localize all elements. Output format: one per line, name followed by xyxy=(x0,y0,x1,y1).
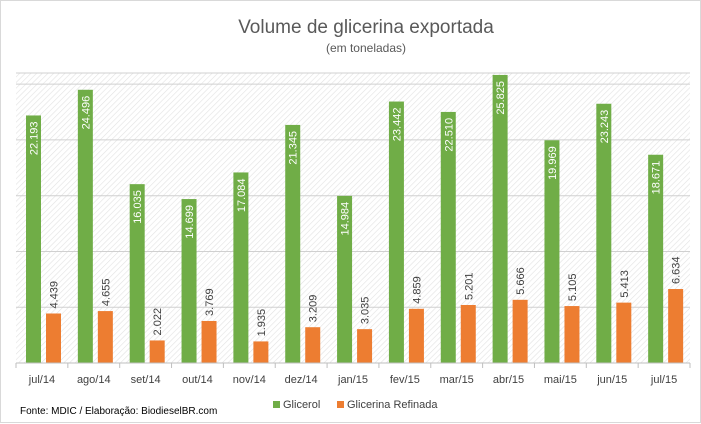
data-label: 25.825 xyxy=(495,81,507,115)
bar-glicerina-refinada xyxy=(149,340,165,363)
bar-glicerol xyxy=(440,111,456,363)
plot-area: 22.193 4.439 jul/14 24.496 4.655 ago/14 16.035… xyxy=(15,72,691,386)
bar-glicerol xyxy=(181,199,197,363)
legend-label: Glicerol xyxy=(283,399,320,411)
data-label: 18.671 xyxy=(651,161,663,195)
legend-label: Glicerina Refinada xyxy=(347,399,438,411)
bar-glicerina-refinada xyxy=(357,329,373,363)
data-label: 1.935 xyxy=(256,309,268,337)
x-tick-label: abr/15 xyxy=(493,374,524,386)
source-note: Fonte: MDIC / Elaboração: BiodieselBR.co… xyxy=(20,406,217,417)
data-label: 21.345 xyxy=(288,131,300,165)
legend: Glicerol Glicerina Refinada xyxy=(273,399,438,411)
data-label: 23.243 xyxy=(599,110,611,144)
x-tick-label: mai/15 xyxy=(544,374,577,386)
chart-title: Volume de glicerina exportada xyxy=(238,17,494,38)
legend-swatch xyxy=(273,401,280,408)
x-tick-label: fev/15 xyxy=(390,374,420,386)
data-label: 3.035 xyxy=(360,297,372,325)
bar-glicerina-refinada xyxy=(97,311,113,363)
bar-glicerina-refinada xyxy=(408,308,424,363)
x-tick-label: ago/14 xyxy=(77,374,111,386)
data-label: 6.634 xyxy=(671,256,683,284)
bar-glicerol xyxy=(337,195,353,363)
bar-glicerol xyxy=(77,89,93,363)
data-label: 4.439 xyxy=(49,281,61,309)
data-label: 22.510 xyxy=(443,118,455,152)
bar-glicerol xyxy=(648,154,664,363)
bar-glicerina-refinada xyxy=(460,304,476,363)
data-label: 4.859 xyxy=(411,276,423,304)
bar-glicerol xyxy=(129,184,145,363)
legend-swatch xyxy=(337,401,344,408)
data-label: 14.699 xyxy=(184,205,196,239)
bar-glicerol xyxy=(492,74,508,364)
bar-glicerina-refinada xyxy=(201,320,217,363)
bar-glicerol xyxy=(596,103,612,363)
x-tick-label: jan/15 xyxy=(337,374,368,386)
legend-item: Glicerol xyxy=(273,399,320,411)
data-label: 17.084 xyxy=(236,178,248,212)
data-label: 22.193 xyxy=(29,121,41,155)
x-tick-label: nov/14 xyxy=(233,374,266,386)
bar-glicerina-refinada xyxy=(305,327,321,363)
data-label: 19.969 xyxy=(547,146,559,180)
bar-glicerol xyxy=(233,172,249,363)
data-label: 14.984 xyxy=(340,202,352,236)
bar-glicerol xyxy=(544,140,560,363)
plot-background xyxy=(16,73,690,363)
data-label: 3.769 xyxy=(204,288,216,316)
x-tick-label: jun/15 xyxy=(596,374,627,386)
x-tick-label: jul/15 xyxy=(650,374,677,386)
bar-glicerina-refinada xyxy=(616,302,632,363)
data-label: 5.666 xyxy=(515,267,527,295)
x-tick-label: jul/14 xyxy=(28,374,55,386)
data-label: 2.022 xyxy=(152,308,164,336)
data-label: 5.201 xyxy=(463,272,475,300)
data-label: 5.413 xyxy=(619,270,631,298)
bar-glicerina-refinada xyxy=(46,313,61,363)
x-tick-label: set/14 xyxy=(131,374,161,386)
data-label: 3.209 xyxy=(308,295,320,323)
x-tick-label: dez/14 xyxy=(285,374,318,386)
data-label: 23.442 xyxy=(391,108,403,142)
bar-glicerol xyxy=(388,101,404,363)
x-tick-label: out/14 xyxy=(182,374,213,386)
legend-item: Glicerina Refinada xyxy=(337,399,438,411)
data-label: 5.105 xyxy=(567,274,579,302)
bar-glicerol xyxy=(26,115,41,363)
bar-glicerina-refinada xyxy=(512,299,528,363)
data-label: 4.655 xyxy=(100,279,112,307)
bar-glicerina-refinada xyxy=(253,341,269,363)
bar-glicerol xyxy=(285,124,301,364)
data-label: 16.035 xyxy=(132,190,144,224)
x-tick-label: mar/15 xyxy=(440,374,474,386)
bar-glicerina-refinada xyxy=(668,289,684,363)
data-label: 24.496 xyxy=(80,96,92,130)
chart-subtitle: (em toneladas) xyxy=(326,41,406,55)
bar-glicerina-refinada xyxy=(564,306,580,363)
